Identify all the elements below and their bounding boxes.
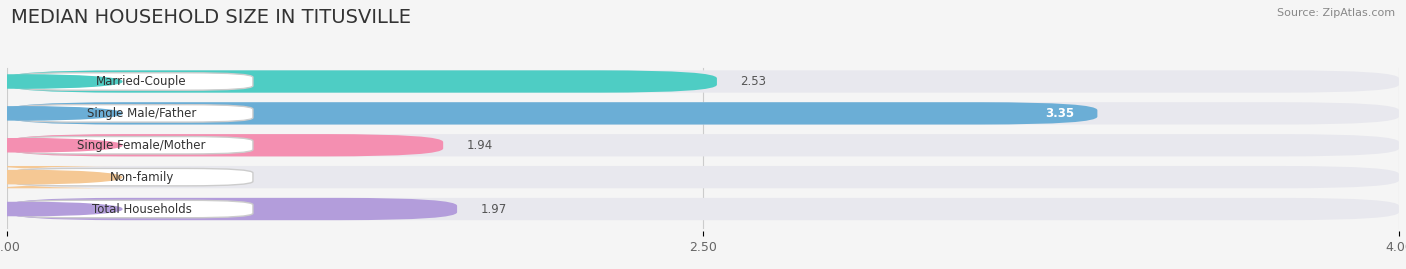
Text: Source: ZipAtlas.com: Source: ZipAtlas.com <box>1277 8 1395 18</box>
Text: 3.35: 3.35 <box>1045 107 1074 120</box>
FancyBboxPatch shape <box>7 198 457 220</box>
Circle shape <box>0 202 122 216</box>
Text: Total Households: Total Households <box>91 203 191 215</box>
Text: Single Female/Mother: Single Female/Mother <box>77 139 205 152</box>
Text: Married-Couple: Married-Couple <box>96 75 187 88</box>
Text: 2.53: 2.53 <box>740 75 766 88</box>
FancyBboxPatch shape <box>7 102 1098 125</box>
FancyBboxPatch shape <box>11 168 253 186</box>
Circle shape <box>0 75 122 88</box>
Text: 1.09: 1.09 <box>72 171 98 184</box>
FancyBboxPatch shape <box>7 166 1399 188</box>
Circle shape <box>0 107 122 120</box>
FancyBboxPatch shape <box>11 105 253 122</box>
Circle shape <box>0 139 122 152</box>
FancyBboxPatch shape <box>11 73 253 90</box>
FancyBboxPatch shape <box>7 134 443 156</box>
FancyBboxPatch shape <box>7 70 1399 93</box>
Circle shape <box>0 171 122 184</box>
FancyBboxPatch shape <box>7 198 1399 220</box>
Text: Non-family: Non-family <box>110 171 174 184</box>
FancyBboxPatch shape <box>7 134 1399 156</box>
FancyBboxPatch shape <box>0 166 124 188</box>
Text: 1.94: 1.94 <box>467 139 492 152</box>
FancyBboxPatch shape <box>11 137 253 154</box>
FancyBboxPatch shape <box>7 102 1399 125</box>
Text: MEDIAN HOUSEHOLD SIZE IN TITUSVILLE: MEDIAN HOUSEHOLD SIZE IN TITUSVILLE <box>11 8 411 27</box>
Text: Single Male/Father: Single Male/Father <box>87 107 197 120</box>
FancyBboxPatch shape <box>11 200 253 218</box>
Text: 1.97: 1.97 <box>481 203 506 215</box>
FancyBboxPatch shape <box>7 70 717 93</box>
